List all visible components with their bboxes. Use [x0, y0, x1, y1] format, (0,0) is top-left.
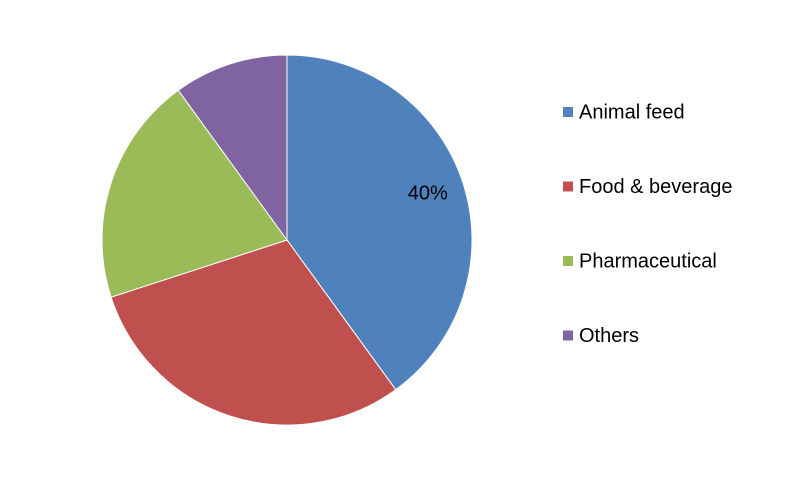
legend-label: Others: [579, 325, 639, 347]
pie-slice: [286, 54, 473, 391]
legend-swatch: [563, 181, 573, 192]
legend-label: Animal feed: [579, 101, 685, 123]
data-label: 40%: [408, 183, 448, 205]
pie-slice: [101, 89, 288, 298]
legend-label: Pharmaceutical: [579, 250, 717, 272]
legend-label: Food & beverage: [579, 176, 732, 198]
pie-slice: [177, 54, 288, 242]
legend-swatch: [563, 330, 573, 341]
pie-slice: [110, 239, 397, 426]
legend-swatch: [563, 107, 573, 117]
legend-swatch: [563, 256, 573, 266]
